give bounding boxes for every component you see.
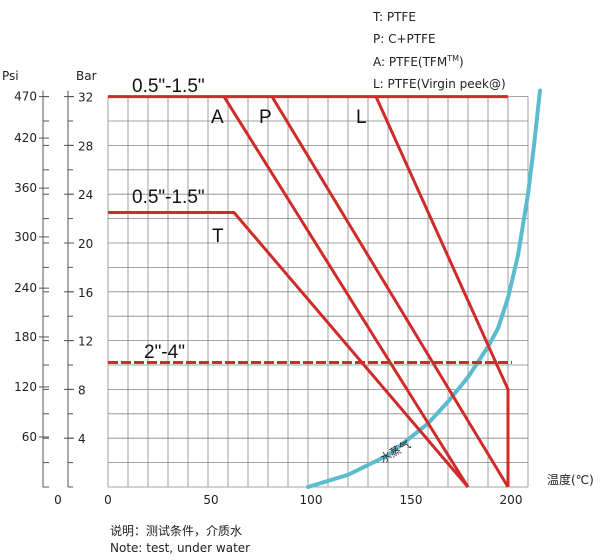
axes: 0 0 50 100 150 200 470 420 360 300 240 180 120 60 4 8 12…	[14, 90, 522, 507]
bar-tick-label: 32	[78, 91, 93, 105]
series-line-p	[270, 95, 510, 488]
x-tick-label: 150	[400, 493, 423, 507]
psi-tick-label: 60	[22, 430, 37, 444]
series-label-t: T	[212, 226, 224, 247]
psi-tick-label: 300	[14, 230, 37, 244]
bar-tick-label: 12	[78, 335, 93, 349]
series-label-l: L	[356, 107, 367, 128]
psi-tick-label: 180	[14, 330, 37, 344]
bar-tick-label: 8	[78, 383, 86, 397]
x-axis-label: 温度(℃)	[547, 472, 594, 487]
y-axis-psi-label: Psi	[2, 69, 19, 83]
series-label-a: A	[211, 107, 224, 128]
x-tick-label: 0	[104, 493, 112, 507]
x-tick-label: 200	[500, 493, 523, 507]
x-tick-label: 0	[54, 493, 62, 507]
series-line-a	[222, 95, 470, 488]
bar-tick-label: 16	[78, 286, 93, 300]
psi-tick-label: 470	[14, 90, 37, 104]
annotation-size-large: 2"-4"	[144, 342, 185, 363]
x-tick-label: 50	[203, 493, 218, 507]
series-line-l	[374, 95, 510, 487]
x-tick-label: 100	[300, 493, 323, 507]
bar-tick-label: 28	[78, 139, 93, 153]
rating-lines	[108, 95, 512, 488]
legend-superscript: TM	[446, 54, 459, 63]
series-line-t	[108, 211, 470, 488]
psi-tick-label: 240	[14, 281, 37, 295]
legend-entry-a: A: PTFE(TFMTM)	[373, 54, 464, 69]
y-axis-bar-label: Bar	[76, 69, 97, 83]
annotation-size-mid: 0.5"-1.5"	[132, 187, 205, 208]
chart-labels: T: PTFE P: C+PTFE A: PTFE(TFMTM) L: PTFE…	[2, 10, 594, 555]
bar-tick-label: 24	[78, 188, 93, 202]
bar-tick-label: 20	[78, 237, 93, 251]
psi-tick-label: 120	[14, 380, 37, 394]
legend-entry-p: P: C+PTFE	[373, 32, 436, 46]
legend-entry-l: L: PTFE(Virgin peek@)	[373, 77, 506, 91]
psi-tick-label: 420	[14, 131, 37, 145]
psi-tick-label: 360	[14, 181, 37, 195]
bar-tick-label: 4	[78, 432, 86, 446]
note-english: Note: test, under water	[110, 541, 250, 555]
note-chinese: 说明：测试条件，介质水	[110, 523, 242, 538]
series-label-p: P	[259, 107, 272, 128]
annotation-size-top: 0.5"-1.5"	[132, 76, 205, 97]
legend-entry-t: T: PTFE	[372, 10, 416, 24]
